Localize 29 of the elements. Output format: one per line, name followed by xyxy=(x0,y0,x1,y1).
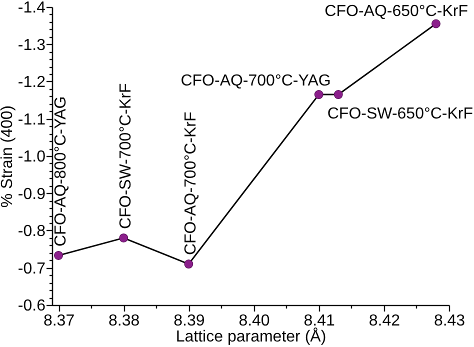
annotation: CFO-SW-700°C-KrF xyxy=(118,83,135,229)
annotation: CFO-AQ-800°C-YAG xyxy=(52,96,70,246)
y-tick-label: -1.3 xyxy=(18,36,46,54)
y-tick-label: -1.1 xyxy=(18,111,46,128)
y-tick-label: -0.9 xyxy=(18,186,46,203)
x-axis-title: Lattice parameter (Å) xyxy=(176,328,326,346)
point xyxy=(184,260,194,268)
x-tick-label: 8.37 xyxy=(43,312,75,330)
y-axis-title: % Strain (400) xyxy=(0,105,16,208)
point xyxy=(432,19,440,28)
x-tick-label: 8.43 xyxy=(434,312,466,330)
y-tick-label: -1.0 xyxy=(18,148,46,166)
x-tick-label: 8.42 xyxy=(368,312,400,330)
x-tick-label: 8.39 xyxy=(174,312,205,330)
y-tick-label: -0.8 xyxy=(18,223,46,240)
x-tick-label: 8.38 xyxy=(108,312,140,330)
x-tick-label: 8.40 xyxy=(238,312,270,330)
annotation: CFO-AQ-700°C-KrF xyxy=(182,112,200,256)
point xyxy=(119,233,128,242)
y-tick-label: -0.6 xyxy=(18,298,46,314)
point xyxy=(54,250,63,260)
y-tick-label: -0.7 xyxy=(18,260,46,278)
point xyxy=(334,90,343,100)
annotation: CFO-SW-650°C-KrF xyxy=(327,106,474,123)
annotation: CFO-AQ-700°C-YAG xyxy=(180,72,331,90)
y-tick-label: -1.4 xyxy=(18,0,46,16)
annotation: CFO-AQ-650°C-KrF xyxy=(324,2,468,20)
point xyxy=(314,90,324,100)
y-tick-label: -1.2 xyxy=(18,74,46,91)
